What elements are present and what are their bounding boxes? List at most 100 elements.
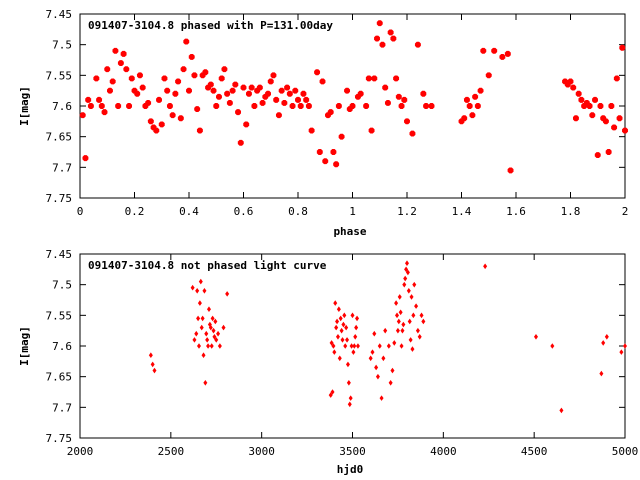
data-point <box>104 66 111 73</box>
y-tick-label: 7.75 <box>46 192 73 205</box>
data-point <box>390 35 397 42</box>
y-tick-label: 7.45 <box>46 248 73 261</box>
y-tick-label: 7.7 <box>52 161 72 174</box>
data-point <box>387 29 394 36</box>
data-point <box>407 318 412 325</box>
data-point <box>202 288 207 294</box>
data-point <box>578 96 585 103</box>
data-point <box>82 155 89 162</box>
data-point <box>346 380 351 386</box>
data-point <box>175 78 182 85</box>
data-point <box>405 269 410 276</box>
data-point <box>286 90 293 97</box>
data-point <box>570 84 577 91</box>
phased-light-curve-chart: 091407-3104.8 phased with P=131.00day ph… <box>18 8 628 238</box>
data-point <box>507 167 514 174</box>
data-point <box>336 306 341 312</box>
data-point <box>419 312 424 319</box>
data-point <box>201 352 206 358</box>
data-point <box>194 330 199 337</box>
data-point <box>334 324 339 331</box>
data-point <box>415 327 420 334</box>
data-point <box>212 334 217 340</box>
data-point <box>423 103 430 109</box>
data-point <box>382 84 389 91</box>
data-point <box>567 78 574 85</box>
data-point <box>259 99 266 106</box>
x-tick-label: 4000 <box>430 445 457 458</box>
data-point <box>616 115 623 122</box>
data-point <box>354 324 359 331</box>
y-tick-label: 7.5 <box>52 279 72 292</box>
data-point <box>466 103 473 109</box>
data-point <box>340 337 345 343</box>
data-point <box>166 103 173 109</box>
x-tick-label: 3500 <box>339 445 366 458</box>
data-point <box>344 87 351 94</box>
data-point <box>186 87 192 94</box>
data-point <box>79 112 86 119</box>
chart-title: 091407-3104.8 phased with P=131.00day <box>88 19 333 32</box>
data-point <box>322 158 329 165</box>
data-point <box>398 103 405 109</box>
x-tick-label: 0.4 <box>179 205 199 218</box>
data-point <box>188 53 195 60</box>
data-point <box>414 303 419 309</box>
y-tick-label: 7.6 <box>52 100 72 113</box>
data-point <box>98 103 105 109</box>
data-point <box>392 340 397 346</box>
data-point <box>477 87 484 94</box>
data-point <box>602 118 609 125</box>
data-point <box>411 312 416 319</box>
data-point <box>284 84 291 91</box>
data-point <box>395 312 400 319</box>
data-point <box>381 355 386 362</box>
data-point <box>363 103 370 109</box>
data-point <box>136 72 143 79</box>
data-point <box>376 20 383 27</box>
data-point <box>401 96 408 103</box>
data-point <box>210 315 215 322</box>
data-point <box>533 334 538 340</box>
data-point <box>128 75 135 82</box>
y-tick-label: 7.65 <box>46 131 73 144</box>
y-axis-label: I[mag] <box>18 86 31 126</box>
data-point <box>245 90 252 97</box>
data-point <box>461 115 468 122</box>
data-point <box>329 340 334 346</box>
data-point <box>147 118 154 125</box>
data-point <box>504 50 511 57</box>
data-point <box>374 364 379 371</box>
data-point <box>210 87 217 94</box>
data-point <box>420 90 427 97</box>
data-point <box>205 337 210 343</box>
data-point <box>180 66 187 73</box>
data-point <box>333 300 338 306</box>
data-point <box>224 90 231 97</box>
data-point <box>397 294 402 300</box>
data-point <box>550 343 555 349</box>
data-point <box>374 35 380 42</box>
data-point <box>208 324 213 331</box>
data-point <box>410 346 415 352</box>
data-point <box>338 315 343 322</box>
data-point <box>96 96 103 103</box>
data-point <box>394 300 399 306</box>
data-point <box>613 75 620 82</box>
data-point <box>109 78 116 85</box>
data-point <box>597 103 604 109</box>
data-point <box>214 337 219 343</box>
y-tick-label: 7.7 <box>52 401 72 414</box>
data-point <box>368 355 373 362</box>
data-point <box>352 343 357 349</box>
data-point <box>335 318 340 325</box>
data-point <box>349 343 354 349</box>
data-point <box>343 343 348 349</box>
data-point <box>375 373 380 380</box>
data-point <box>85 96 92 103</box>
data-point <box>403 275 408 282</box>
data-point <box>379 395 384 401</box>
data-point <box>148 352 153 358</box>
data-point <box>303 96 310 103</box>
